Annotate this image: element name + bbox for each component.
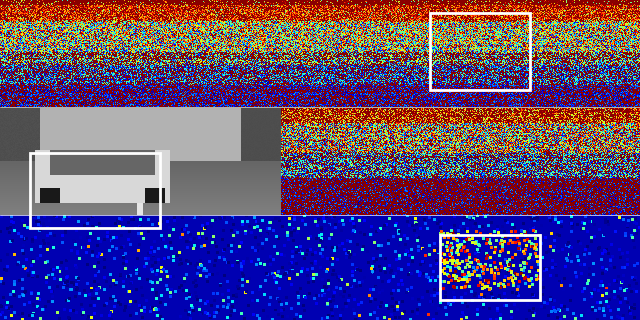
- Bar: [430, 13, 530, 90]
- Bar: [440, 235, 540, 300]
- Bar: [30, 153, 160, 228]
